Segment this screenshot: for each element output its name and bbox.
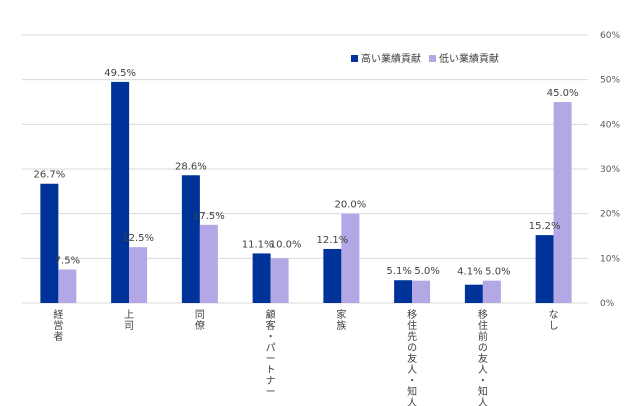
y-tick-label: 50% xyxy=(600,76,620,86)
category-label-char: 顧 xyxy=(266,308,276,321)
category-label-char: 家 xyxy=(336,308,346,321)
data-label: 15.2% xyxy=(529,221,561,232)
category-label-char: ・ xyxy=(478,376,488,387)
category-label-char: 住 xyxy=(407,319,417,332)
category-label: 同僚 xyxy=(195,309,205,332)
data-label: 28.6% xyxy=(175,161,207,172)
category-label: 移住前の友人・知人 xyxy=(478,308,488,406)
data-label: 17.5% xyxy=(193,211,225,222)
bar xyxy=(323,248,342,303)
y-tick-label: 60% xyxy=(600,31,620,41)
category-label-char: ー xyxy=(266,354,276,365)
category-label-char: 人 xyxy=(407,364,417,376)
category-label: 顧客・パートナー xyxy=(266,308,276,398)
bar xyxy=(40,183,59,303)
category-label: なし xyxy=(549,309,559,332)
y-tick-label: 30% xyxy=(600,165,620,175)
data-label: 20.0% xyxy=(334,200,366,211)
category-label-char: 上 xyxy=(124,309,134,321)
category-label-char: 者 xyxy=(53,331,63,343)
category-label-char: ・ xyxy=(407,376,417,387)
bar xyxy=(252,253,271,303)
data-label: 10.0% xyxy=(270,239,302,250)
category-label-char: 前 xyxy=(478,330,488,343)
category-label: 家族 xyxy=(336,308,346,332)
data-label: 45.0% xyxy=(547,88,579,99)
y-axis-tick-labels: 0% 10% 20% 30% 40% 50% 60% xyxy=(600,31,620,309)
category-label-char: パ xyxy=(266,342,276,354)
bar xyxy=(341,213,360,303)
data-label: 5.0% xyxy=(414,266,439,277)
bar xyxy=(199,224,218,303)
bar xyxy=(270,258,289,303)
data-label: 4.1% xyxy=(457,267,482,278)
category-label-char: ー xyxy=(266,387,276,398)
category-label-char: 人 xyxy=(407,397,417,406)
category-label-char: 知 xyxy=(407,385,417,398)
category-label-char: な xyxy=(549,309,559,321)
bar xyxy=(394,280,413,303)
category-label: 上司 xyxy=(124,309,134,332)
data-label: 12.1% xyxy=(316,235,348,246)
category-label-char: 移 xyxy=(478,308,488,321)
legend: 高い業績貢献 低い業績貢献 xyxy=(351,52,499,65)
category-label-char: 客 xyxy=(266,319,276,332)
category-label-char: 営 xyxy=(53,319,63,332)
category-label-char: し xyxy=(549,320,559,332)
bar xyxy=(412,280,431,303)
data-label: 5.0% xyxy=(485,267,510,278)
legend-label: 高い業績貢献 xyxy=(361,52,421,65)
category-label-char: 住 xyxy=(478,319,488,332)
data-label: 11.1% xyxy=(242,239,274,250)
y-tick-label: 20% xyxy=(600,210,620,220)
data-labels: 26.7% 7.5% 49.5% 12.5% 28.6% 17.5% 11.1%10.0% 1… xyxy=(33,68,578,278)
category-label-char: ナ xyxy=(266,375,276,387)
category-label-char: 族 xyxy=(336,319,346,332)
data-label: 26.7% xyxy=(33,170,65,181)
bar xyxy=(181,175,200,303)
bar xyxy=(535,235,554,303)
category-label-char: 人 xyxy=(478,364,488,376)
category-label: 経営者 xyxy=(53,308,63,343)
category-label: 移住先の友人・知人 xyxy=(407,308,417,406)
category-label-char: 移 xyxy=(407,308,417,321)
category-label-char: 僚 xyxy=(195,319,205,332)
y-tick-label: 0% xyxy=(600,299,615,309)
bar xyxy=(129,247,148,303)
y-tick-label: 10% xyxy=(600,254,620,264)
data-label: 12.5% xyxy=(122,233,154,244)
bar xyxy=(553,102,572,303)
data-label: 49.5% xyxy=(104,68,136,79)
category-label-char: 人 xyxy=(478,397,488,406)
bar xyxy=(58,269,77,303)
data-label: 5.1% xyxy=(386,266,411,277)
category-label-char: の xyxy=(407,343,417,354)
category-label-char: 友 xyxy=(407,352,417,365)
category-label-char: 経 xyxy=(53,308,63,321)
category-label-char: 知 xyxy=(478,385,488,398)
data-label: 7.5% xyxy=(55,256,80,267)
category-label-char: 友 xyxy=(478,352,488,365)
bars xyxy=(40,81,572,304)
y-tick-label: 40% xyxy=(600,120,620,130)
bar xyxy=(482,280,501,303)
category-label-char: ト xyxy=(266,365,276,376)
bar xyxy=(111,81,130,304)
bar xyxy=(464,284,483,303)
category-label-char: 司 xyxy=(124,321,134,332)
category-label-char: 同 xyxy=(195,309,205,321)
category-label-char: 先 xyxy=(407,331,417,343)
legend-swatch xyxy=(429,55,436,62)
legend-swatch xyxy=(351,55,358,62)
legend-label: 低い業績貢献 xyxy=(439,52,499,65)
category-label-char: ・ xyxy=(266,332,276,343)
category-label-char: の xyxy=(478,343,488,354)
